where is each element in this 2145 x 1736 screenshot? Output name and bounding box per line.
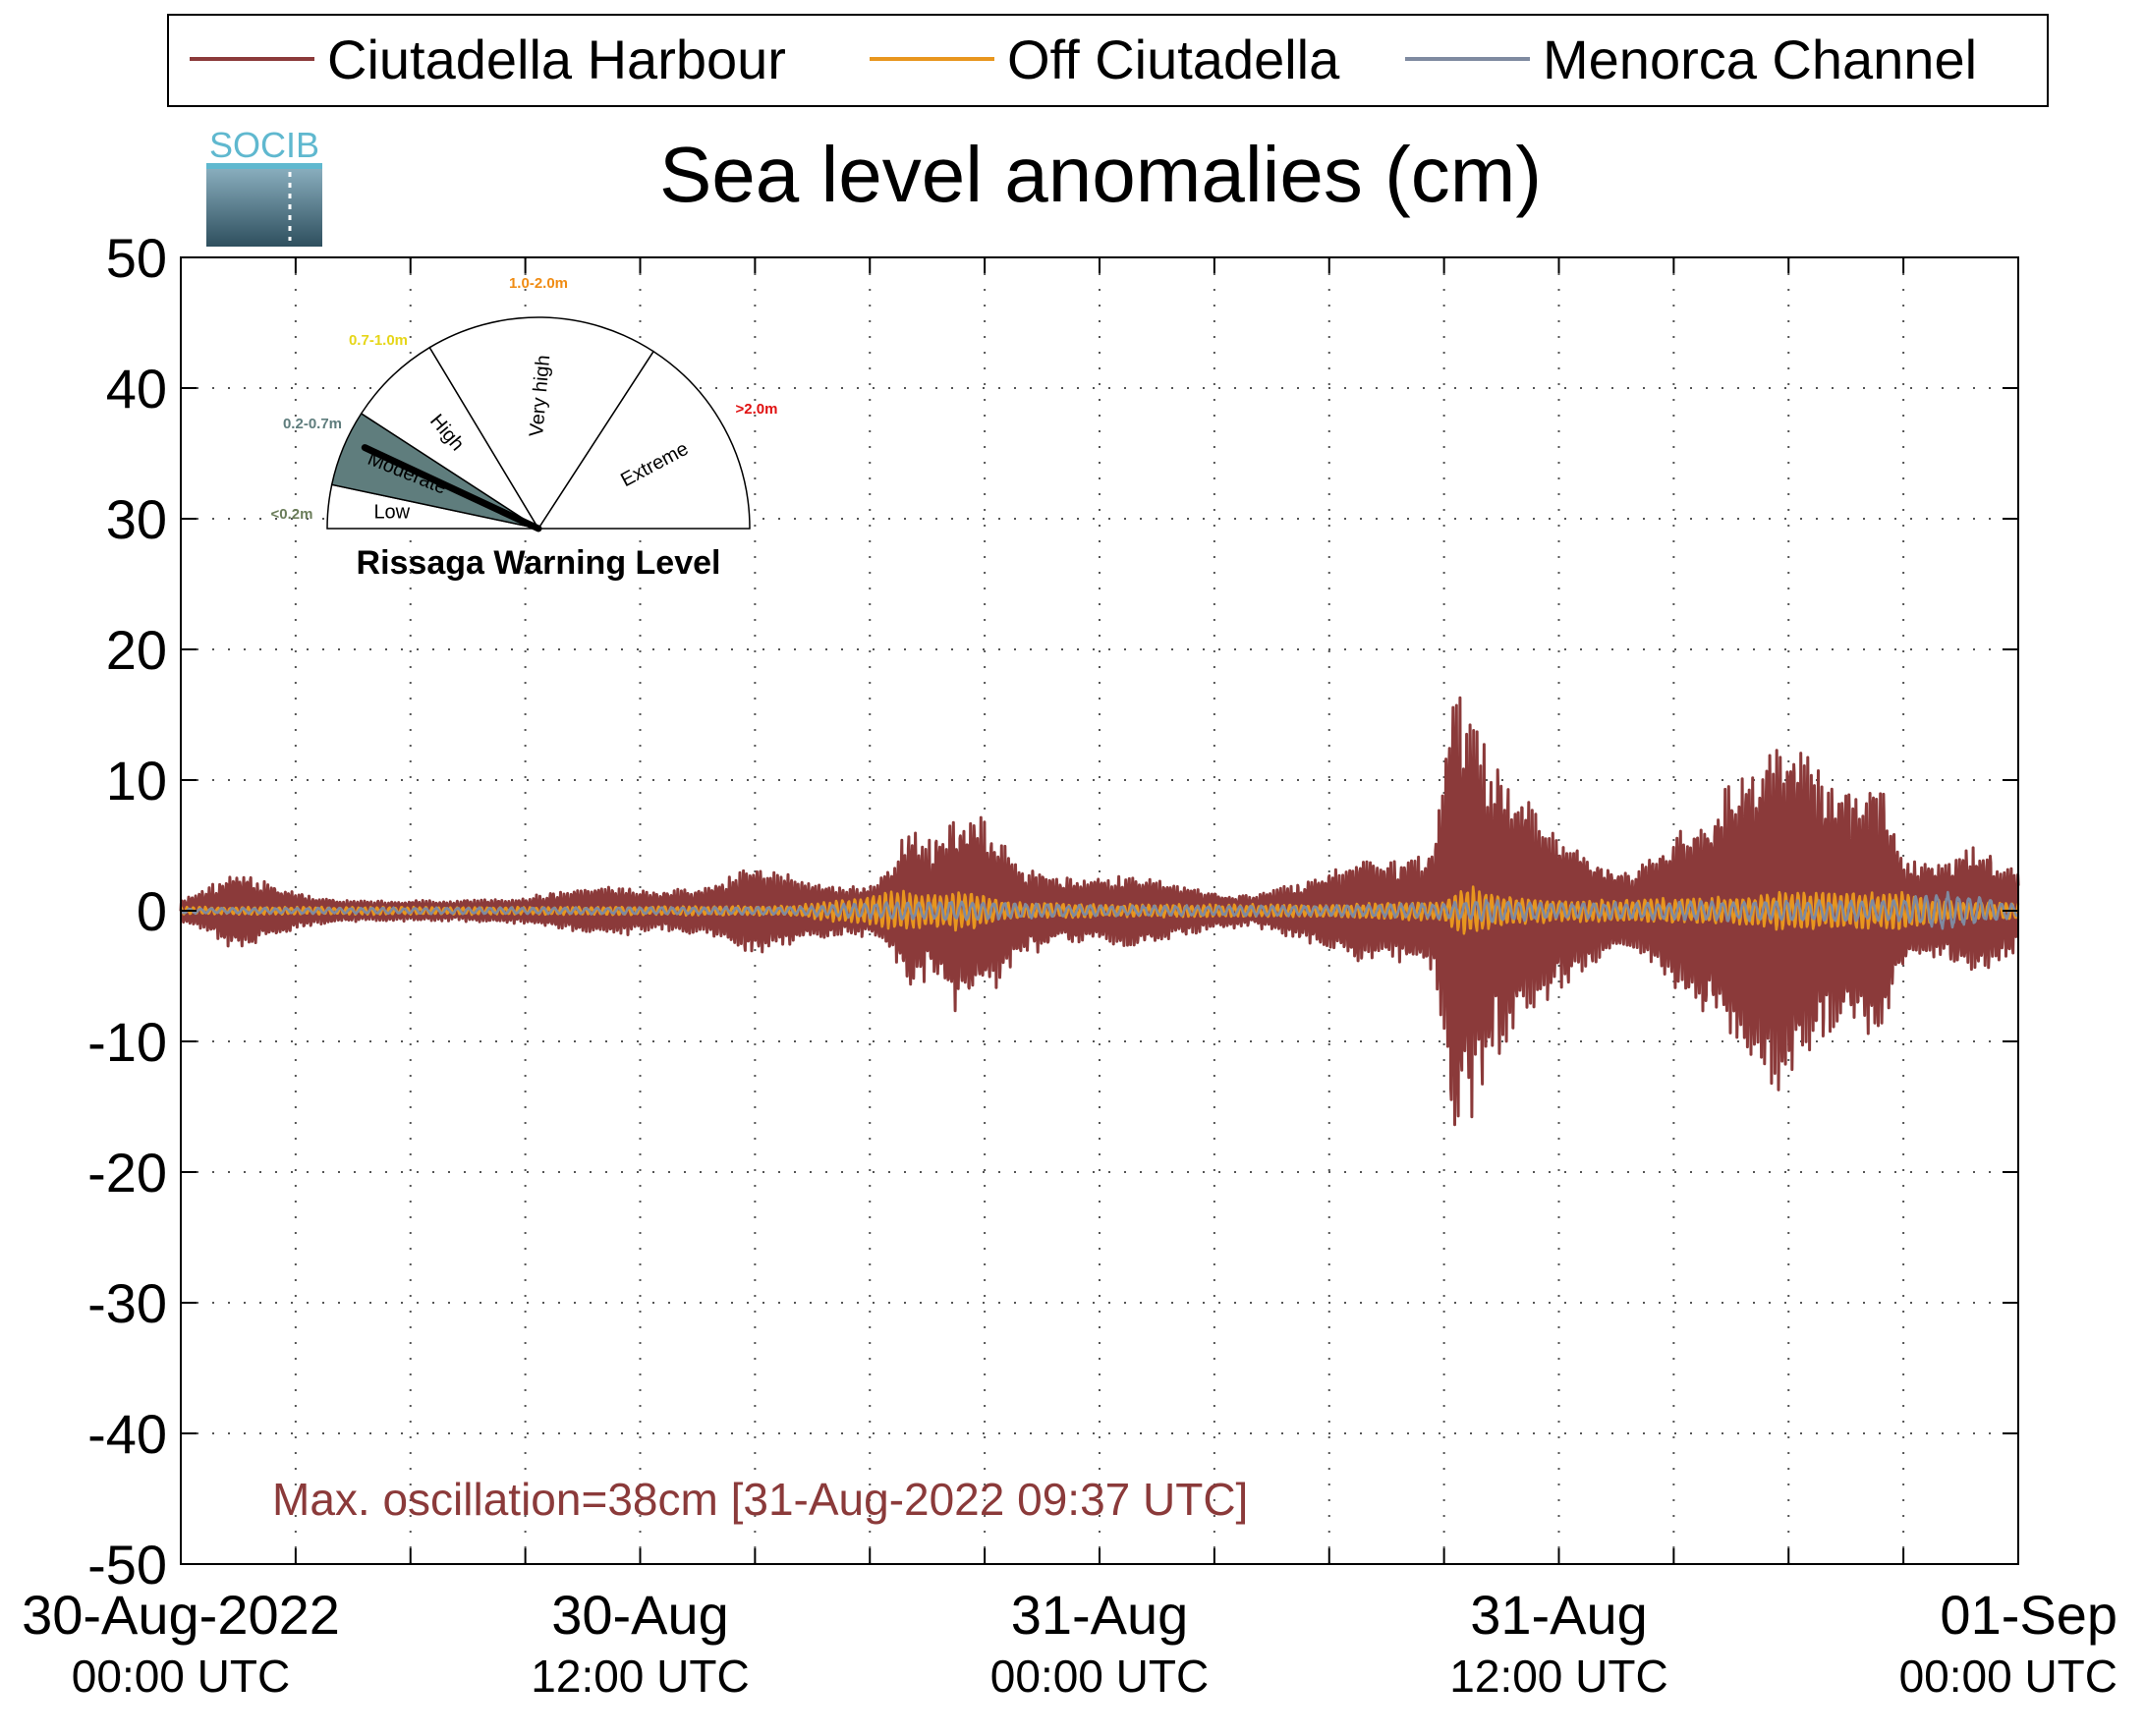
chart-title: Sea level anomalies (cm) [659,131,1542,218]
legend: Ciutadella Harbour Off Ciutadella Menorc… [167,14,2049,107]
series-layer [179,696,2020,1127]
series-line-menorca-channel [179,890,2020,930]
x-tick-sublabel: 12:00 UTC [531,1651,749,1702]
legend-item-menorca-channel[interactable]: Menorca Channel [1405,28,1977,90]
y-tick-label: 10 [106,750,167,812]
legend-label-ciutadella-harbour: Ciutadella Harbour [327,28,786,90]
x-tick-label: 30-Aug [551,1584,729,1646]
gauge-sector-very-high [428,316,655,531]
legend-item-ciutadella-harbour[interactable]: Ciutadella Harbour [190,28,786,90]
x-tick-sublabel: 00:00 UTC [990,1651,1209,1702]
x-tick-label: 01-Sep [1940,1584,2117,1646]
gauge-needle [361,444,542,532]
series-line-ciutadella-harbour [179,696,2020,1127]
y-tick-label: 50 [106,227,167,289]
gauge-sector-extreme [536,350,751,530]
socib-logo: SOCIB [206,125,322,247]
y-tick-label: 30 [106,488,167,550]
y-tick-label: -40 [87,1403,167,1465]
max-oscillation-annotation: Max. oscillation=38cm [31-Aug-2022 09:37… [272,1474,1248,1525]
legend-item-off-ciutadella[interactable]: Off Ciutadella [870,28,1340,90]
legend-frame [167,14,2049,107]
x-tick-sublabel: 00:00 UTC [1899,1651,2117,1702]
y-axis: -50 -40 -30 -20 -10 0 10 20 30 40 50 [87,227,2018,1596]
x-tick-sublabel: 00:00 UTC [72,1651,290,1702]
gauge-range-label: 1.0-2.0m [509,275,568,292]
x-tick-label: 31-Aug [1011,1584,1189,1646]
gauge-range-label: 0.2-0.7m [283,416,342,432]
gauge-range-label: <0.2m [271,506,313,523]
x-tick-label: 30-Aug-2022 [22,1584,340,1646]
x-tick-label: 31-Aug [1470,1584,1648,1646]
y-tick-label: -50 [87,1534,167,1596]
legend-label-menorca-channel: Menorca Channel [1543,28,1977,90]
y-tick-label: 20 [106,619,167,681]
y-tick-label: 40 [106,358,167,420]
logo-text: SOCIB [209,125,319,165]
y-tick-label: 0 [137,880,167,942]
gauge-range-label: >2.0m [736,401,778,418]
gauge-title: Rissaga Warning Level [357,544,721,582]
y-tick-label: -20 [87,1142,167,1204]
gauge-range-label: 0.7-1.0m [349,332,408,349]
legend-label-off-ciutadella: Off Ciutadella [1007,28,1340,90]
gauge-sector-label: Low [373,502,410,524]
y-tick-label: -10 [87,1011,167,1073]
y-tick-label: -30 [87,1272,167,1334]
x-tick-sublabel: 12:00 UTC [1449,1651,1667,1702]
